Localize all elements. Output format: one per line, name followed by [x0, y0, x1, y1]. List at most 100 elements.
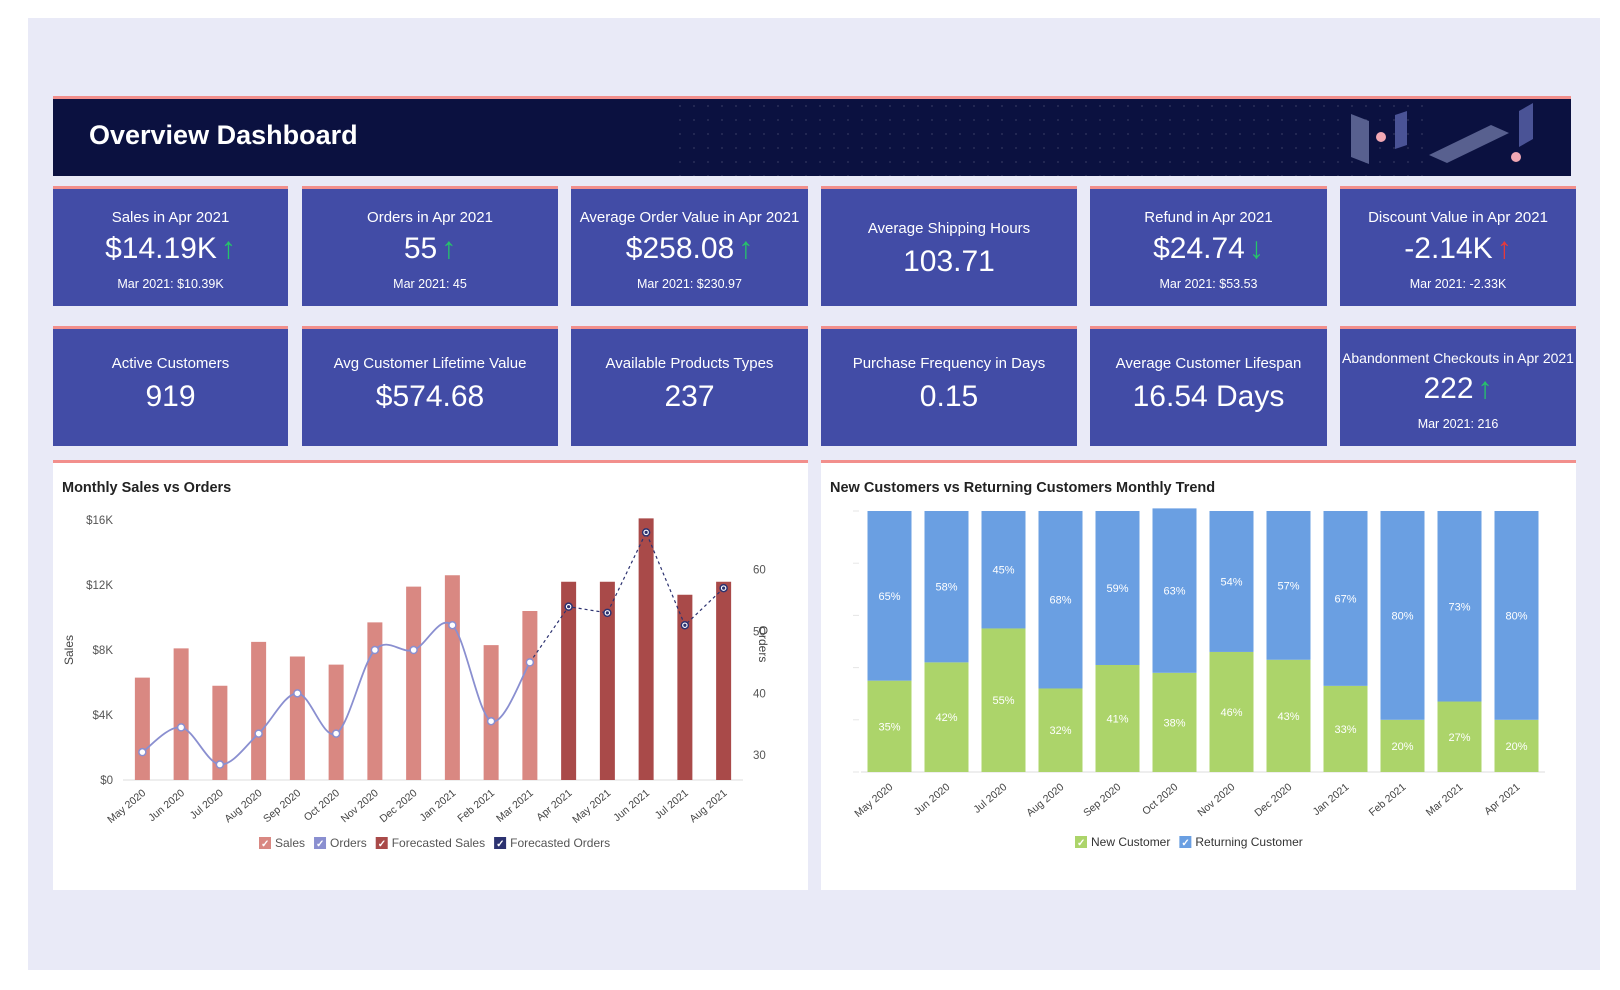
kpi-value: $258.08 [626, 232, 734, 265]
legend-label: Forecasted Sales [392, 836, 485, 850]
trend-up-icon: ↑ [221, 232, 236, 265]
kpi-title: Average Shipping Hours [821, 220, 1077, 237]
customer-trend-chart: 35%65%May 202042%58%Jun 202055%45%Jul 20… [821, 463, 1576, 890]
kpi-value: 237 [571, 380, 808, 414]
forecasted-orders-point-center [645, 531, 648, 534]
x-tick-label: Apr 2021 [1482, 781, 1522, 818]
y-tick-label: $4K [93, 710, 114, 722]
trend-up-icon: ↑ [441, 232, 456, 265]
legend-check-icon: ✓ [496, 839, 504, 850]
legend-check-icon: ✓ [316, 839, 324, 850]
x-tick-label: Aug 2021 [687, 787, 729, 825]
x-tick-label: Jan 2021 [1311, 781, 1352, 818]
kpi-previous: Mar 2021: $53.53 [1090, 277, 1327, 291]
orders-point [371, 647, 378, 654]
x-tick-label: Oct 2020 [1140, 781, 1180, 818]
orders-point [294, 690, 301, 697]
x-tick-label: Nov 2020 [339, 787, 381, 825]
kpi-title: Purchase Frequency in Days [821, 355, 1077, 372]
kpi-title: Avg Customer Lifetime Value [302, 355, 558, 372]
kpi-value-line: $14.19K ↑ [53, 232, 288, 266]
kpi-card-refund[interactable]: Refund in Apr 2021 $24.74 ↓ Mar 2021: $53… [1090, 186, 1327, 306]
kpi-card-product-types[interactable]: Available Products Types 237 [571, 326, 808, 446]
new-customer-data-label: 27% [1448, 732, 1470, 744]
kpi-title: Average Order Value in Apr 2021 [571, 209, 808, 226]
sales-bar [329, 665, 344, 780]
orders-point [333, 730, 340, 737]
forecasted-orders-point-center [567, 605, 570, 608]
kpi-card-orders[interactable]: Orders in Apr 2021 55 ↑ Mar 2021: 45 [302, 186, 558, 306]
returning-customer-data-label: 65% [878, 591, 900, 603]
x-tick-label: Sep 2020 [1081, 781, 1123, 819]
sales-bar [522, 611, 537, 780]
legend-label: Returning Customer [1195, 835, 1302, 849]
y-tick-label: $12K [86, 580, 113, 592]
new-customer-data-label: 20% [1391, 741, 1413, 753]
kpi-previous: Mar 2021: $230.97 [571, 277, 808, 291]
kpi-value: 55 [404, 232, 437, 265]
kpi-title: Discount Value in Apr 2021 [1340, 209, 1576, 226]
orders-point [526, 659, 533, 666]
kpi-card-shipping-hours[interactable]: Average Shipping Hours 103.71 [821, 186, 1077, 306]
x-tick-label: Jun 2021 [611, 787, 652, 824]
kpi-title: Available Products Types [571, 355, 808, 372]
x-tick-label: Feb 2021 [455, 787, 497, 825]
kpi-title: Orders in Apr 2021 [302, 209, 558, 226]
x-tick-label: Aug 2020 [222, 787, 264, 825]
kpi-value: 103.71 [821, 245, 1077, 279]
kpi-card-customer-lifespan[interactable]: Average Customer Lifespan 16.54 Days [1090, 326, 1327, 446]
new-customer-data-label: 43% [1277, 711, 1299, 723]
kpi-card-customer-lifetime-value[interactable]: Avg Customer Lifetime Value $574.68 [302, 326, 558, 446]
new-customer-data-label: 41% [1106, 713, 1128, 725]
new-customer-data-label: 55% [992, 695, 1014, 707]
sales-bar [445, 575, 460, 780]
legend-label: Sales [275, 836, 305, 850]
kpi-title: Abandonment Checkouts in Apr 2021 [1340, 350, 1576, 366]
orders-point [488, 718, 495, 725]
sales-bar [406, 587, 421, 780]
kpi-card-avg-order-value[interactable]: Average Order Value in Apr 2021 $258.08 ↑… [571, 186, 808, 306]
kpi-card-discount[interactable]: Discount Value in Apr 2021 -2.14K ↑ Mar 2… [1340, 186, 1576, 306]
chart-panel-customer-trend: New Customers vs Returning Customers Mon… [821, 460, 1576, 890]
x-tick-label: May 2020 [105, 787, 148, 826]
header-dot-pattern [673, 99, 1433, 176]
kpi-value: 222 [1423, 372, 1473, 405]
kpi-title: Sales in Apr 2021 [53, 209, 288, 226]
kpi-card-purchase-frequency[interactable]: Purchase Frequency in Days 0.15 [821, 326, 1077, 446]
legend-check-icon: ✓ [1181, 838, 1189, 849]
kpi-previous: Mar 2021: $10.39K [53, 277, 288, 291]
kpi-value: $14.19K [105, 232, 217, 265]
y-tick-label: $0 [100, 775, 113, 787]
legend-label: Forecasted Orders [510, 836, 610, 850]
new-customer-data-label: 38% [1163, 717, 1185, 729]
returning-customer-data-label: 80% [1391, 610, 1413, 622]
kpi-value: 16.54 Days [1090, 380, 1327, 414]
kpi-value-line: 222 ↑ [1340, 372, 1576, 406]
orders-point [449, 622, 456, 629]
x-tick-label: May 2020 [852, 781, 895, 820]
returning-customer-data-label: 73% [1448, 601, 1470, 613]
new-customer-data-label: 20% [1505, 741, 1527, 753]
dashboard-header: Overview Dashboard [53, 96, 1571, 176]
y2-tick-label: 30 [753, 750, 766, 762]
sales-bar [135, 678, 150, 780]
kpi-card-abandonment-checkouts[interactable]: Abandonment Checkouts in Apr 2021 222 ↑ M… [1340, 326, 1576, 446]
kpi-card-active-customers[interactable]: Active Customers 919 [53, 326, 288, 446]
header-decoration-icon [1331, 99, 1561, 176]
kpi-previous: Mar 2021: 45 [302, 277, 558, 291]
x-tick-label: Jul 2020 [971, 781, 1009, 816]
x-tick-label: Mar 2021 [494, 787, 536, 825]
returning-customer-data-label: 59% [1106, 583, 1128, 595]
kpi-value: $574.68 [302, 380, 558, 414]
trend-up-icon: ↑ [1497, 232, 1512, 265]
y2-tick-label: 40 [753, 688, 766, 700]
trend-up-icon: ↑ [1478, 372, 1493, 405]
orders-point [410, 647, 417, 654]
forecasted-sales-bar [561, 582, 576, 780]
legend-label: Orders [330, 836, 367, 850]
kpi-card-sales[interactable]: Sales in Apr 2021 $14.19K ↑ Mar 2021: $10… [53, 186, 288, 306]
kpi-value-line: -2.14K ↑ [1340, 232, 1576, 266]
y-tick-label: $16K [86, 515, 113, 527]
y-tick-label: $8K [93, 645, 114, 657]
x-tick-label: Jun 2020 [146, 787, 187, 824]
